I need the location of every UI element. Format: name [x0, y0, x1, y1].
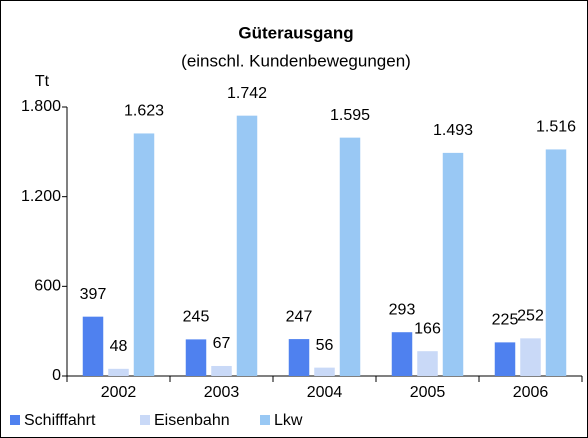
data-label: 1.623 — [124, 103, 164, 120]
x-tick-label: 2006 — [513, 384, 549, 401]
data-label: 166 — [414, 320, 441, 337]
bar — [133, 133, 155, 376]
x-tick-label: 2005 — [410, 384, 446, 401]
bar — [442, 152, 464, 376]
data-label: 1.493 — [433, 122, 473, 139]
bar — [236, 115, 258, 376]
bar — [417, 351, 438, 376]
data-label: 397 — [80, 286, 107, 303]
data-label: 225 — [492, 312, 519, 329]
data-label: 1.742 — [227, 85, 267, 102]
data-label: 56 — [316, 337, 334, 354]
legend-swatch — [260, 415, 270, 425]
x-tick-label: 2004 — [307, 384, 343, 401]
data-label: 247 — [286, 308, 313, 325]
data-label: 1.595 — [330, 107, 370, 124]
legend-label: Eisenbahn — [154, 412, 230, 429]
bar — [108, 368, 129, 376]
data-label: 67 — [213, 335, 231, 352]
chart-title: Güterausgang — [238, 23, 353, 42]
bar — [185, 339, 207, 376]
data-label: 1.516 — [536, 119, 576, 136]
data-label: 293 — [389, 301, 416, 318]
data-label: 48 — [110, 338, 128, 355]
y-tick-label: 1.200 — [21, 188, 61, 205]
x-tick-label: 2003 — [204, 384, 240, 401]
y-tick-label: 1.800 — [21, 98, 61, 115]
bar — [82, 316, 104, 376]
bar — [520, 338, 541, 376]
legend-label: Lkw — [274, 412, 303, 429]
bar — [494, 342, 516, 376]
x-tick-label: 2002 — [101, 384, 137, 401]
legend-swatch — [140, 415, 150, 425]
bar — [391, 332, 413, 376]
legend-label: Schifffahrt — [24, 412, 96, 429]
data-label: 252 — [517, 308, 544, 325]
y-tick-label: 0 — [52, 367, 61, 384]
y-tick-label: 600 — [34, 278, 61, 295]
chart-subtitle: (einschl. Kundenbewegungen) — [181, 51, 411, 70]
bar — [545, 149, 567, 376]
bar — [211, 365, 232, 376]
bar — [339, 137, 361, 376]
bar — [288, 339, 310, 376]
y-axis-label: Tt — [35, 73, 50, 90]
legend-swatch — [10, 415, 20, 425]
bar — [314, 367, 335, 376]
data-label: 245 — [183, 309, 210, 326]
